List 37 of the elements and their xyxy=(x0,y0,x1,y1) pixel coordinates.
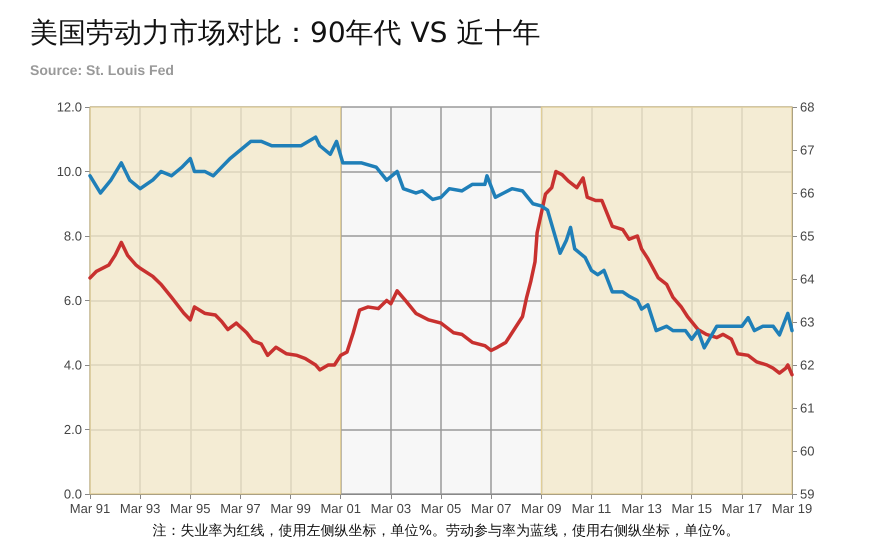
y-tick-label: 0.0 xyxy=(64,486,82,502)
y-tick-label: 4.0 xyxy=(64,358,82,372)
x-tick-label: Mar 01 xyxy=(320,501,361,516)
x-tick-label: Mar 91 xyxy=(70,501,110,516)
x-tick-label: Mar 05 xyxy=(420,501,462,516)
x-tick-label: Mar 97 xyxy=(220,501,261,516)
line-series xyxy=(88,135,794,350)
x-tick-label: Mar 19 xyxy=(772,501,812,516)
y-tick-label: 12.0 xyxy=(56,100,82,114)
chart-title: 美国劳动力市场对比：90年代 VS 近十年 xyxy=(30,15,540,51)
x-tick-label: Mar 93 xyxy=(120,501,160,516)
x-tick-label: Mar 17 xyxy=(722,501,762,516)
line-series xyxy=(88,170,794,376)
y2-tick-label: 66 xyxy=(800,186,814,200)
x-tick-label: Mar 11 xyxy=(572,501,612,516)
y2-tick-label: 63 xyxy=(800,314,814,330)
x-tick-label: Mar 09 xyxy=(521,501,562,516)
y-tick-label: 6.0 xyxy=(64,293,82,308)
y-tick-label: 10.0 xyxy=(56,164,82,179)
y2-tick-label: 68 xyxy=(800,100,814,114)
y-tick-label: 2.0 xyxy=(64,422,82,437)
y-tick-label: 8.0 xyxy=(64,228,82,244)
y2-tick-label: 64 xyxy=(800,272,814,286)
x-tick-label: Mar 13 xyxy=(621,501,662,516)
y2-tick-label: 62 xyxy=(800,358,814,372)
y2-tick-label: 65 xyxy=(800,228,814,244)
text: 注：失业率为红线，使用左侧纵坐标，单位%。劳动参与率为蓝线，使用右侧纵坐标，单位%。 xyxy=(152,522,740,540)
source-note: Source: St. Louis Fed xyxy=(30,62,174,78)
x-tick-label: Mar 03 xyxy=(370,501,412,516)
y2-tick-label: 59 xyxy=(800,486,814,502)
y2-tick-label: 61 xyxy=(800,400,814,416)
x-tick-label: Mar 99 xyxy=(270,501,311,516)
x-tick-label: Mar 15 xyxy=(671,501,712,516)
y2-tick-label: 60 xyxy=(800,444,814,458)
x-tick-label: Mar 95 xyxy=(170,501,211,516)
y2-tick-label: 67 xyxy=(800,142,814,158)
x-tick-label: Mar 07 xyxy=(470,501,512,516)
